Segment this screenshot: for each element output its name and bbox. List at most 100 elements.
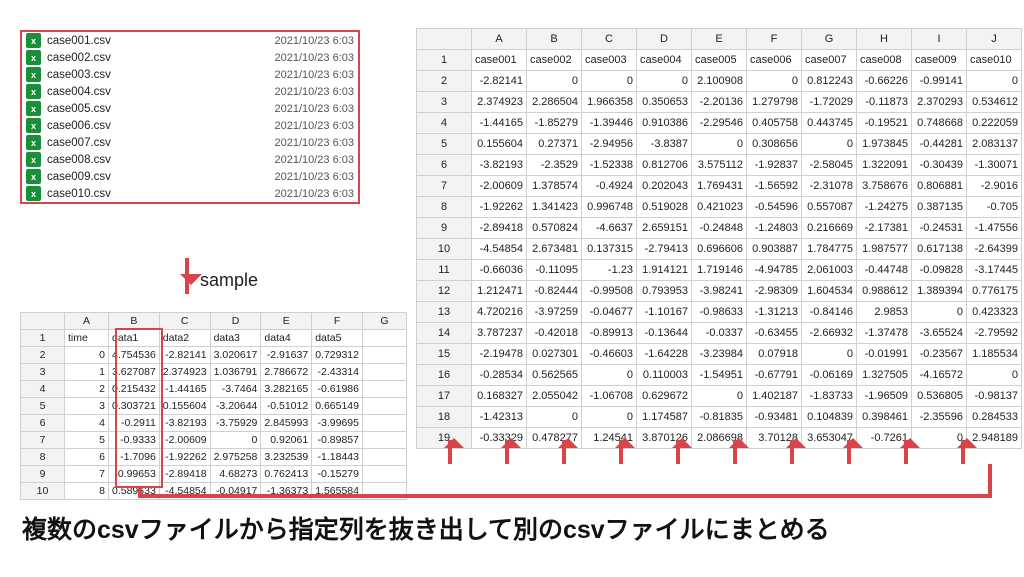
cell: 0.762413 bbox=[261, 466, 312, 483]
cell: -1.44165 bbox=[472, 113, 527, 134]
cell: 0.215432 bbox=[109, 381, 160, 398]
file-row[interactable]: xcase007.csv2021/10/23 6:03 bbox=[26, 134, 354, 151]
row-number: 17 bbox=[417, 386, 472, 407]
file-row[interactable]: xcase004.csv2021/10/23 6:03 bbox=[26, 83, 354, 100]
row-number: 9 bbox=[21, 466, 65, 483]
cell: 1.987577 bbox=[857, 239, 912, 260]
cell: 2.374923 bbox=[159, 364, 210, 381]
cell: -1.24275 bbox=[857, 197, 912, 218]
cell: 5 bbox=[65, 432, 109, 449]
cell: 0.07918 bbox=[747, 344, 802, 365]
cell: -0.11873 bbox=[857, 92, 912, 113]
col-header: G bbox=[362, 313, 406, 330]
row-number: 12 bbox=[417, 281, 472, 302]
up-arrow-icon bbox=[676, 440, 680, 464]
data-header: case003 bbox=[582, 50, 637, 71]
cell: 0 bbox=[802, 344, 857, 365]
cell: -0.84146 bbox=[802, 302, 857, 323]
cell: 2.286504 bbox=[527, 92, 582, 113]
file-row[interactable]: xcase008.csv2021/10/23 6:03 bbox=[26, 151, 354, 168]
cell: 2.673481 bbox=[527, 239, 582, 260]
file-name: case001.csv bbox=[47, 35, 274, 47]
file-row[interactable]: xcase003.csv2021/10/23 6:03 bbox=[26, 66, 354, 83]
cell: 1.784775 bbox=[802, 239, 857, 260]
file-row[interactable]: xcase009.csv2021/10/23 6:03 bbox=[26, 168, 354, 185]
cell: -0.89857 bbox=[312, 432, 363, 449]
data-header: data4 bbox=[261, 330, 312, 347]
cell: 0.216669 bbox=[802, 218, 857, 239]
cell: 2.370293 bbox=[912, 92, 967, 113]
row-number: 15 bbox=[417, 344, 472, 365]
cell: -2.82141 bbox=[472, 71, 527, 92]
file-row[interactable]: xcase005.csv2021/10/23 6:03 bbox=[26, 100, 354, 117]
cell: 0.284533 bbox=[967, 407, 1022, 428]
cell: 3 bbox=[65, 398, 109, 415]
cell: -1.54951 bbox=[692, 365, 747, 386]
cell: -0.15279 bbox=[312, 466, 363, 483]
csv-icon: x bbox=[26, 84, 41, 99]
up-arrow-icon bbox=[448, 440, 452, 464]
data-header: time bbox=[65, 330, 109, 347]
data-header: case001 bbox=[472, 50, 527, 71]
file-row[interactable]: xcase010.csv2021/10/23 6:03 bbox=[26, 185, 354, 202]
cell: 0.562565 bbox=[527, 365, 582, 386]
cell: 0.910386 bbox=[637, 113, 692, 134]
data-header: case006 bbox=[747, 50, 802, 71]
cell: 0 bbox=[967, 365, 1022, 386]
cell: 0.806881 bbox=[912, 176, 967, 197]
cell: 0 bbox=[637, 71, 692, 92]
cell: -1.92837 bbox=[747, 155, 802, 176]
cell: 0.398461 bbox=[857, 407, 912, 428]
cell: 0.570824 bbox=[527, 218, 582, 239]
cell: -1.64228 bbox=[637, 344, 692, 365]
cell: -2.43314 bbox=[312, 364, 363, 381]
file-time: 2021/10/23 6:03 bbox=[274, 137, 354, 149]
file-row[interactable]: xcase001.csv2021/10/23 6:03 bbox=[26, 32, 354, 49]
row-number: 6 bbox=[417, 155, 472, 176]
col-header: J bbox=[967, 29, 1022, 50]
cell: -0.93481 bbox=[747, 407, 802, 428]
csv-icon: x bbox=[26, 169, 41, 184]
file-row[interactable]: xcase006.csv2021/10/23 6:03 bbox=[26, 117, 354, 134]
cell: -0.23567 bbox=[912, 344, 967, 365]
cell: 0.421023 bbox=[692, 197, 747, 218]
data-header: case007 bbox=[802, 50, 857, 71]
cell: -0.42018 bbox=[527, 323, 582, 344]
cell: -0.99653 bbox=[109, 466, 160, 483]
cell: 2.083137 bbox=[967, 134, 1022, 155]
cell: -0.06169 bbox=[802, 365, 857, 386]
cell: -0.99141 bbox=[912, 71, 967, 92]
col-header: B bbox=[109, 313, 160, 330]
cell: 0.303721 bbox=[109, 398, 160, 415]
data-header: case005 bbox=[692, 50, 747, 71]
cell: 4.720216 bbox=[472, 302, 527, 323]
cell: -2.19478 bbox=[472, 344, 527, 365]
output-spreadsheet: ABCDEFGHIJ1case001case002case003case004c… bbox=[416, 28, 1022, 449]
data-header: case009 bbox=[912, 50, 967, 71]
cell: 0.387135 bbox=[912, 197, 967, 218]
cell: -1.06708 bbox=[582, 386, 637, 407]
col-header: F bbox=[312, 313, 363, 330]
file-name: case009.csv bbox=[47, 171, 274, 183]
cell: -2.00609 bbox=[159, 432, 210, 449]
file-time: 2021/10/23 6:03 bbox=[274, 52, 354, 64]
col-header: H bbox=[857, 29, 912, 50]
cell: 0 bbox=[65, 347, 109, 364]
cell: 0 bbox=[692, 386, 747, 407]
cell: -1.23 bbox=[582, 260, 637, 281]
file-name: case004.csv bbox=[47, 86, 274, 98]
file-row[interactable]: xcase002.csv2021/10/23 6:03 bbox=[26, 49, 354, 66]
cell: 2 bbox=[65, 381, 109, 398]
file-list: xcase001.csv2021/10/23 6:03xcase002.csv2… bbox=[20, 30, 360, 204]
cell: -1.24803 bbox=[747, 218, 802, 239]
cell: -0.66226 bbox=[857, 71, 912, 92]
cell: 2.374923 bbox=[472, 92, 527, 113]
cell: -0.98137 bbox=[967, 386, 1022, 407]
data-header: data5 bbox=[312, 330, 363, 347]
cell: 4 bbox=[65, 415, 109, 432]
csv-icon: x bbox=[26, 118, 41, 133]
cell: -0.89913 bbox=[582, 323, 637, 344]
cell: 0.534612 bbox=[967, 92, 1022, 113]
row-number: 16 bbox=[417, 365, 472, 386]
col-header: E bbox=[692, 29, 747, 50]
